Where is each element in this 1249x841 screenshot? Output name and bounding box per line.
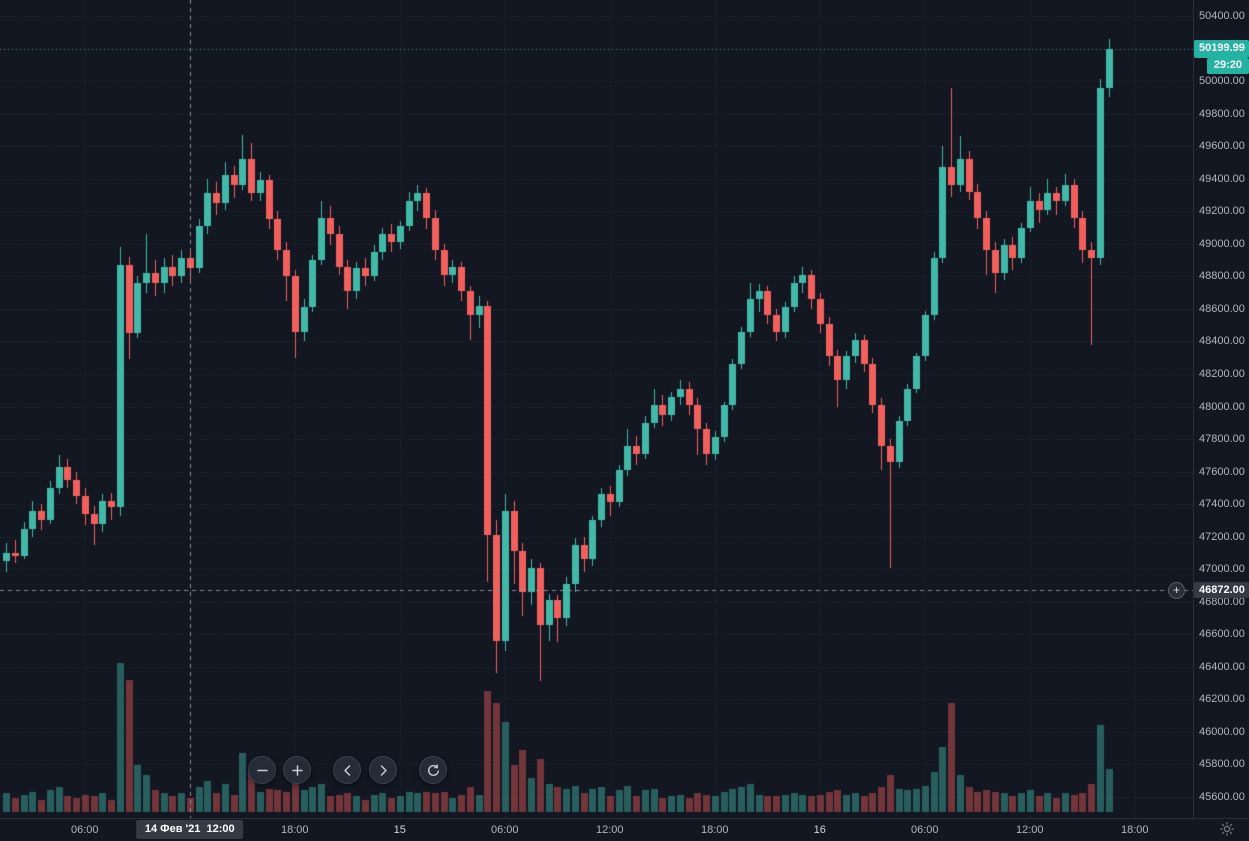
time-axis-label: 06:00 [490,824,519,836]
time-axis-label: 16 [813,824,826,836]
zoom-in-button[interactable] [283,756,311,784]
crosshair-price-badge: 46872.00 [1194,582,1249,599]
price-axis-label: 48600.00 [1199,302,1245,315]
price-axis[interactable]: 50400.0050200.0050000.0049800.0049600.00… [1193,0,1249,818]
price-axis-label: 49200.00 [1199,205,1245,218]
price-axis-label: 48800.00 [1199,270,1245,283]
plus-icon [291,764,303,776]
price-axis-label: 49600.00 [1199,140,1245,153]
price-axis-label: 48200.00 [1199,367,1245,380]
price-axis-label: 45600.00 [1199,791,1245,803]
time-axis-label: 06:00 [70,824,99,836]
bar-countdown-badge: 29:20 [1206,57,1249,74]
crosshair-plus-button[interactable]: + [1168,581,1185,599]
sun-gear-icon [1220,822,1234,836]
price-axis-label: 45800.00 [1199,758,1245,771]
price-axis-label: 49800.00 [1199,107,1245,120]
axis-settings-icon[interactable] [1219,821,1235,837]
last-price-value: 50199.99 [1199,42,1245,55]
time-axis-label: 12:00 [1015,824,1044,836]
chevron-left-icon [343,764,350,776]
time-axis-label: 18:00 [280,824,309,836]
price-axis-label: 46200.00 [1199,693,1245,706]
price-axis-label: 46600.00 [1199,628,1245,641]
time-axis[interactable]: 06:00 12:00 18:00 15 06:00 12:00 18:00 16 06:00 1… [0,818,1249,841]
time-axis-label: 12:00 [595,824,624,836]
price-axis-label: 46000.00 [1199,725,1245,738]
minus-icon [256,769,268,771]
time-axis-label: 18:00 [700,824,729,836]
price-axis-label: 48000.00 [1199,400,1245,413]
price-axis-label: 49000.00 [1199,237,1245,250]
price-axis-label: 47400.00 [1199,498,1245,511]
price-axis-label: 46800.00 [1199,595,1245,608]
chevron-right-icon [380,764,387,776]
reset-chart-button[interactable] [419,756,447,784]
reset-icon [427,764,439,776]
price-axis-label: 50400.00 [1199,10,1245,22]
scroll-left-button[interactable] [333,756,361,784]
price-axis-label: 49400.00 [1199,172,1245,185]
price-axis-label: 46400.00 [1199,660,1245,673]
price-axis-label: 47600.00 [1199,465,1245,478]
last-price-badge: 50199.99 [1194,39,1249,58]
time-axis-label: 06:00 [910,824,939,836]
price-axis-label: 47200.00 [1199,530,1245,543]
zoom-out-button[interactable] [248,756,276,784]
price-axis-label: 48400.00 [1199,335,1245,348]
price-axis-label: 47800.00 [1199,433,1245,446]
time-axis-label: 15 [393,824,406,836]
price-axis-label: 47000.00 [1199,563,1245,576]
price-axis-label: 50000.00 [1199,75,1245,88]
scroll-right-button[interactable] [369,756,397,784]
crosshair-time-badge: 14 Фев '21 12:00 [135,820,244,839]
time-axis-label: 18:00 [1120,824,1149,836]
